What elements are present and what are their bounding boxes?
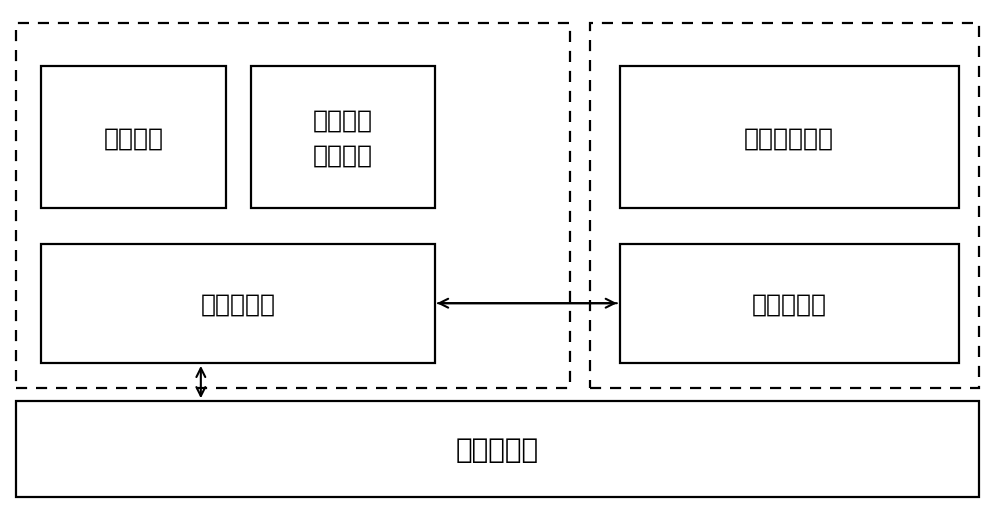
Bar — [41, 67, 226, 209]
Text: 高速存储池: 高速存储池 — [752, 292, 827, 316]
Text: 近线存储池: 近线存储池 — [456, 435, 539, 463]
Text: 在线存储池: 在线存储池 — [201, 292, 276, 316]
Text: 小微作业
计算节点: 小微作业 计算节点 — [313, 108, 373, 167]
Text: 一般计算节点: 一般计算节点 — [744, 126, 834, 150]
Bar — [16, 401, 979, 497]
Bar — [620, 244, 959, 363]
Text: 登录节点: 登录节点 — [104, 126, 164, 150]
Bar — [16, 24, 570, 389]
Bar — [620, 67, 959, 209]
Bar — [41, 244, 435, 363]
Bar — [590, 24, 979, 389]
Bar — [251, 67, 435, 209]
